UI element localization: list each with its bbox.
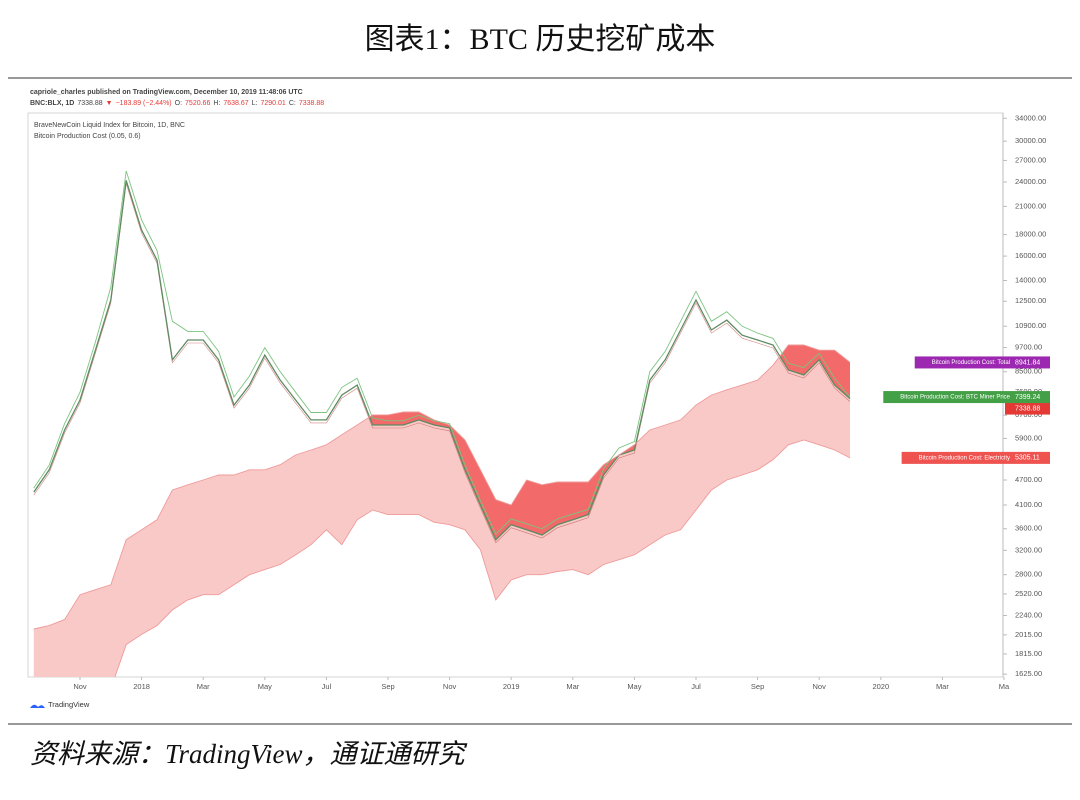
- symbol-part: O:: [175, 100, 182, 107]
- series-name: Bitcoin Production Cost: Electricity: [919, 455, 1010, 461]
- y-tick-label: 9700.00: [1015, 343, 1042, 352]
- y-tick-label: 34000.00: [1015, 113, 1046, 122]
- document-title: 图表1：BTC 历史挖矿成本: [365, 23, 716, 56]
- x-tick-label: May: [627, 682, 641, 691]
- y-tick-label: 24000.00: [1015, 177, 1046, 186]
- x-tick-label: Sep: [381, 682, 394, 691]
- y-tick-label: 4700.00: [1015, 475, 1042, 484]
- y-tick-label: 18000.00: [1015, 230, 1046, 239]
- last-value: 7338.88: [1015, 405, 1040, 412]
- y-tick-label: 8500.00: [1015, 367, 1042, 376]
- series-name: Bitcoin Production Cost: Total: [932, 360, 1010, 366]
- y-tick-label: 10900.00: [1015, 321, 1046, 330]
- published-line: capriole_charles published on TradingVie…: [30, 89, 303, 96]
- logo-icon: [30, 704, 45, 708]
- last-value-box: [1005, 402, 1050, 415]
- y-tick-label: 16000.00: [1015, 251, 1046, 260]
- x-tick-label: Sep: [751, 682, 764, 691]
- y-tick-label: 30000.00: [1015, 136, 1046, 145]
- y-tick-label: 5900.00: [1015, 433, 1042, 442]
- x-tick-label: Ma: [999, 682, 1010, 691]
- last-value: 5305.11: [1015, 455, 1040, 462]
- symbol-line: BNC:BLX, 1D 7338.88 ▼ −183.89 (−2.44%) O: 752…: [30, 100, 324, 107]
- y-tick-label: 6700.00: [1015, 410, 1042, 419]
- y-tick-label: 12500.00: [1015, 296, 1046, 305]
- symbol-part: C:: [289, 100, 296, 107]
- y-tick-label: 1815.00: [1015, 649, 1042, 658]
- x-tick-label: Mar: [936, 682, 949, 691]
- symbol-part: H:: [213, 100, 220, 107]
- last-value: 8941.84: [1015, 359, 1040, 366]
- cost-band: [33, 345, 850, 677]
- x-tick-label: 2020: [872, 682, 889, 691]
- plot-layer: [33, 170, 851, 677]
- y-tick-label: 21000.00: [1015, 201, 1046, 210]
- x-tick-label: 2018: [133, 682, 150, 691]
- series-name: Bitcoin Production Cost: BTC Miner Price: [900, 395, 1010, 401]
- y-tick-label: 14000.00: [1015, 275, 1046, 284]
- y-tick-label: 3200.00: [1015, 545, 1042, 554]
- symbol-part: 7338.88: [77, 100, 102, 107]
- last-value-labels: 7338.88 8941.84 Bitcoin Production Cost: T…: [883, 356, 1050, 464]
- last-value: 7399.24: [1015, 394, 1040, 401]
- source-note: 资料来源：TradingView，通证通研究: [30, 739, 468, 769]
- logo-text: TradingView: [48, 700, 90, 709]
- legend-line: Bitcoin Production Cost (0.05, 0.6): [34, 133, 141, 140]
- axes: 34000.00 30000.00 27000.00 24000.00 21000.00…: [73, 113, 1046, 691]
- x-tick-label: Mar: [566, 682, 579, 691]
- x-tick-label: Nov: [813, 682, 827, 691]
- y-tick-label: 2520.00: [1015, 589, 1042, 598]
- y-tick-label: 4100.00: [1015, 500, 1042, 509]
- x-tick-label: Mar: [197, 682, 210, 691]
- legend-line: BraveNewCoin Liquid Index for Bitcoin, 1…: [34, 122, 185, 129]
- series-line: [33, 170, 851, 535]
- x-tick-label: Jul: [691, 682, 701, 691]
- series-line: [33, 180, 851, 541]
- y-tick-label: 3600.00: [1015, 524, 1042, 533]
- symbol-part: 7290.01: [261, 100, 286, 107]
- y-tick-label: 27000.00: [1015, 155, 1046, 164]
- symbol-part: 7638.67: [223, 100, 248, 107]
- last-value-box: [914, 356, 1050, 369]
- last-value-box: [883, 391, 1050, 404]
- symbol-part: −183.89 (−2.44%): [116, 100, 172, 107]
- y-tick-label: 1625.00: [1015, 669, 1042, 678]
- x-tick-label: Jul: [322, 682, 332, 691]
- symbol-part: 7338.88: [299, 100, 324, 107]
- series-line: [114, 439, 851, 677]
- y-tick-label: 2240.00: [1015, 610, 1042, 619]
- x-tick-label: 2019: [503, 682, 520, 691]
- symbol-part: 7520.66: [185, 100, 210, 107]
- x-tick-label: May: [258, 682, 272, 691]
- y-tick-label: 2015.00: [1015, 630, 1042, 639]
- x-tick-label: Nov: [443, 682, 457, 691]
- y-tick-label: 2800.00: [1015, 570, 1042, 579]
- symbol-part: L:: [252, 100, 258, 107]
- symbol-part: BNC:BLX, 1D: [30, 100, 74, 107]
- last-value-box: [901, 451, 1050, 464]
- symbol-part: ▼: [106, 100, 113, 107]
- x-tick-label: Nov: [73, 682, 87, 691]
